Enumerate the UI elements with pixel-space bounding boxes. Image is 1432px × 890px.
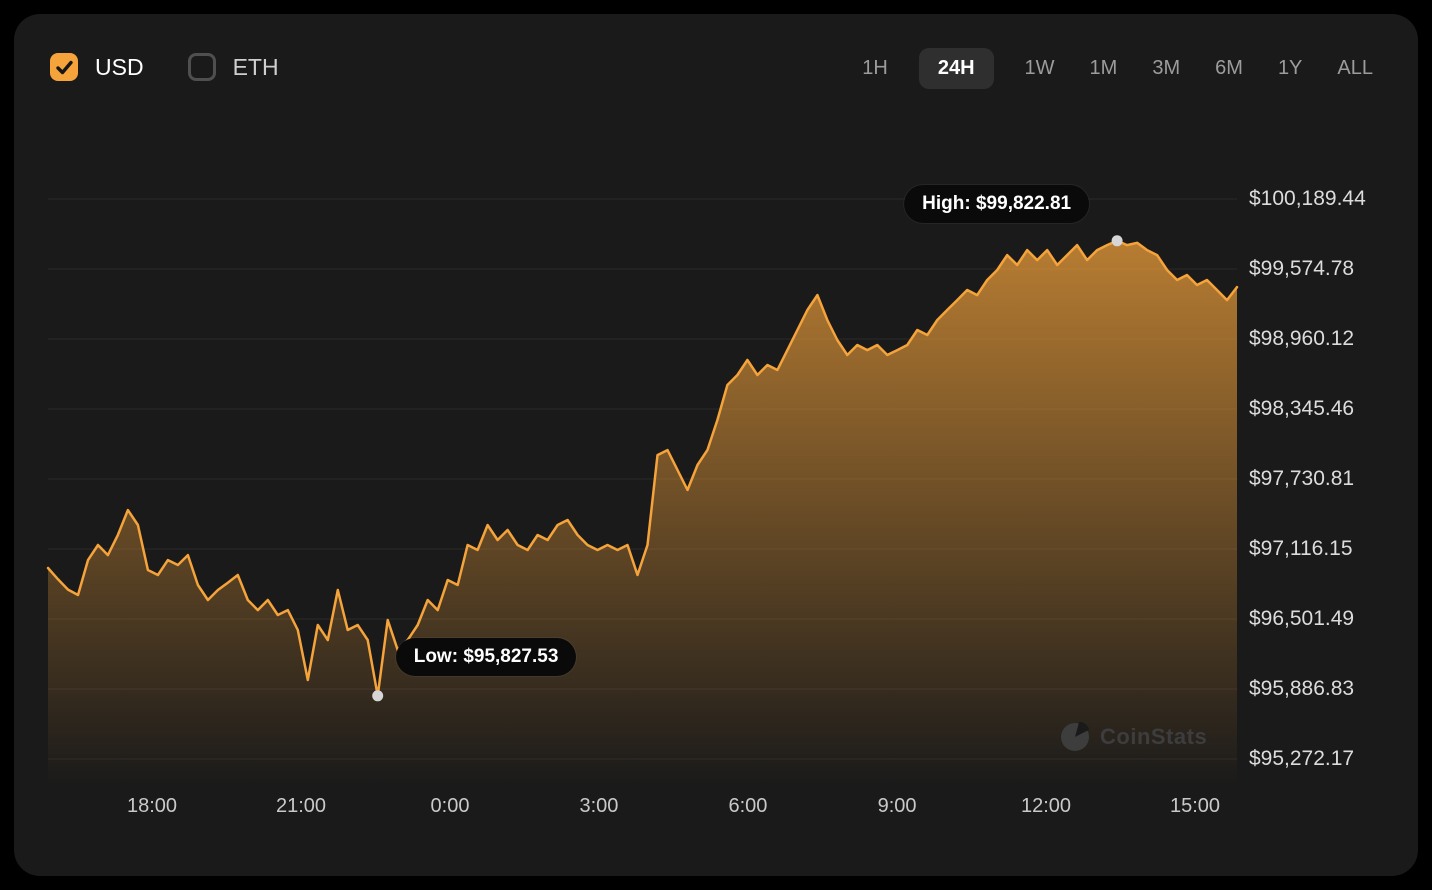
y-axis-labels: $100,189.44 $99,574.78 $98,960.12 $98,345.4…	[1249, 14, 1418, 876]
checkbox-checked-icon[interactable]	[50, 53, 78, 81]
time-range-1m[interactable]: 1M	[1086, 48, 1122, 89]
x-axis-label: 12:00	[1021, 795, 1072, 817]
checkbox-unchecked-icon[interactable]	[187, 53, 216, 81]
time-range-all[interactable]: ALL	[1333, 48, 1377, 89]
price-chart-canvas[interactable]	[46, 134, 1239, 787]
x-axis-label: 18:00	[127, 795, 178, 817]
x-axis-label: 0:00	[430, 795, 470, 817]
y-axis-label: $98,345.46	[1249, 397, 1355, 420]
y-axis-label: $97,116.15	[1249, 536, 1353, 560]
price-chart: CoinStats 18:00 21:00 0:00 3:00 6:00 9:00 12:0…	[46, 134, 1239, 817]
watermark: CoinStats	[1060, 722, 1207, 752]
time-range-1y[interactable]: 1Y	[1274, 48, 1306, 89]
x-axis-label: 15:00	[1169, 795, 1221, 817]
time-range-3m[interactable]: 3M	[1148, 48, 1184, 89]
watermark-label: CoinStats	[1100, 724, 1208, 749]
checkmark-icon	[55, 60, 73, 74]
currency-toggle-usd[interactable]: USD	[50, 53, 144, 81]
high-point-marker	[1111, 235, 1123, 247]
currency-label: ETH	[232, 54, 279, 80]
chart-card: USD ETH 1H 24H 1W 1M 3M 6M 1Y ALL CoinStats 18:0…	[14, 14, 1418, 876]
price-line	[46, 239, 1239, 698]
time-range-6m[interactable]: 6M	[1211, 48, 1247, 89]
y-axis-label: $99,574.78	[1249, 257, 1355, 280]
x-axis-label: 9:00	[877, 795, 917, 817]
low-point-marker	[372, 690, 384, 702]
y-axis-label: $97,730.81	[1249, 466, 1355, 490]
time-range-selector: 1H 24H 1W 1M 3M 6M 1Y ALL	[858, 48, 1377, 89]
currency-toggles: USD ETH	[50, 53, 279, 81]
high-tooltip: High: $99,822.81	[904, 184, 1090, 223]
time-range-1h[interactable]: 1H	[858, 48, 892, 89]
x-axis-label: 21:00	[275, 795, 327, 817]
y-axis-label: $100,189.44	[1249, 187, 1366, 210]
time-range-1w[interactable]: 1W	[1021, 48, 1059, 89]
time-range-24h[interactable]: 24H	[918, 48, 994, 89]
x-axis-label: 6:00	[728, 795, 768, 817]
y-axis-label: $95,272.17	[1249, 747, 1355, 770]
currency-label: USD	[95, 54, 144, 80]
y-axis-label: $95,886.83	[1249, 676, 1355, 700]
coinstats-logo-icon	[1061, 722, 1090, 751]
y-axis-label: $96,501.49	[1249, 606, 1355, 630]
price-area-fill	[48, 240, 1237, 787]
y-axis-label: $98,960.12	[1249, 327, 1355, 350]
x-axis-label: 3:00	[579, 795, 619, 817]
low-tooltip: Low: $95,827.53	[395, 637, 577, 676]
currency-toggle-eth[interactable]: ETH	[187, 53, 279, 81]
